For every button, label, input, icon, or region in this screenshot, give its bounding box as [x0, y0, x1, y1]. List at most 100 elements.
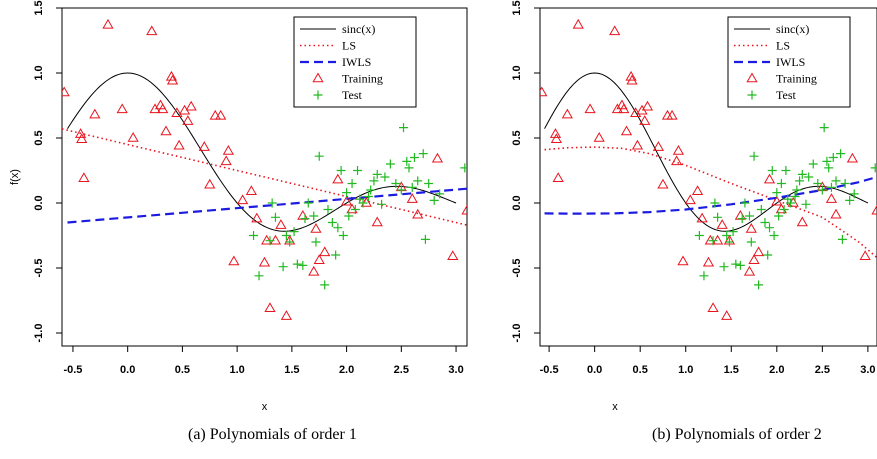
- training-point: [185, 100, 197, 111]
- test-point: [845, 195, 855, 205]
- y-tick-label: 0.5: [511, 130, 523, 145]
- plot-frame: [61, 7, 468, 347]
- legend: sinc(x) LS IWLS Training Test: [293, 16, 417, 108]
- plot-area: [62, 18, 467, 320]
- y-tick-label: 1.5: [33, 0, 45, 15]
- ls-line: [62, 128, 467, 226]
- training-point: [258, 256, 271, 267]
- training-point: [609, 25, 621, 36]
- training-point: [346, 203, 358, 214]
- test-point: [377, 199, 387, 209]
- training-point: [447, 250, 459, 261]
- test-point: [323, 205, 333, 214]
- training-point: [406, 193, 418, 203]
- training-point: [671, 155, 683, 166]
- test-point: [402, 156, 412, 166]
- training-point: [360, 196, 372, 207]
- test-point: [744, 211, 754, 221]
- test-point: [303, 198, 313, 208]
- training-point: [825, 193, 838, 203]
- training-point: [332, 173, 344, 184]
- training-point: [620, 125, 633, 136]
- legend-label: IWLS: [342, 55, 371, 69]
- training-point: [215, 109, 227, 120]
- test-point: [765, 223, 775, 233]
- x-tick-label: 2.0: [339, 364, 354, 376]
- test-point: [797, 169, 807, 179]
- legend-swatch-test: [747, 90, 757, 100]
- training-point: [796, 216, 808, 227]
- test-point: [767, 166, 777, 175]
- test-point: [460, 163, 467, 173]
- test-point: [837, 234, 847, 244]
- training-point: [691, 185, 704, 196]
- test-point: [731, 259, 741, 269]
- plot-area: [540, 18, 877, 320]
- y-tick-label: 1.0: [33, 65, 45, 80]
- test-point: [289, 227, 299, 237]
- training-point: [641, 100, 654, 111]
- test-point: [399, 123, 409, 133]
- test-point: [740, 198, 750, 208]
- training-point: [222, 144, 234, 155]
- test-point: [333, 223, 343, 233]
- y-tick-label: -0.5: [511, 259, 523, 278]
- training-point: [657, 178, 669, 189]
- test-point: [413, 176, 423, 186]
- test-point: [331, 250, 341, 260]
- training-point: [745, 222, 757, 233]
- test-point: [385, 159, 395, 169]
- test-point: [722, 231, 732, 240]
- test-point: [369, 176, 379, 186]
- training-point: [707, 302, 719, 313]
- test-point: [754, 280, 764, 290]
- training-point: [340, 195, 353, 206]
- test-point: [710, 198, 720, 208]
- training-point: [572, 18, 584, 29]
- test-point: [278, 262, 288, 272]
- x-tick-label: 2.5: [394, 364, 409, 376]
- training-point: [313, 254, 325, 264]
- test-point: [292, 259, 302, 269]
- training-point: [102, 18, 114, 29]
- training-point: [552, 172, 564, 183]
- test-point: [819, 123, 829, 133]
- legend-swatch-test: [313, 90, 323, 100]
- training-point: [549, 128, 562, 138]
- training-point: [198, 141, 210, 151]
- legend-label: Training: [342, 72, 383, 86]
- training-point: [160, 125, 172, 136]
- test-point: [772, 188, 782, 198]
- test-point: [792, 185, 802, 195]
- test-point: [347, 179, 357, 188]
- training-point: [157, 103, 169, 114]
- y-tick-label: 0.0: [33, 195, 45, 210]
- training-point: [672, 144, 685, 155]
- training-point: [721, 310, 733, 320]
- test-point: [813, 179, 823, 188]
- x-tick-label: 0.0: [120, 364, 135, 376]
- legend-swatch-training: [312, 72, 324, 83]
- training-point: [626, 74, 638, 85]
- training-point: [116, 103, 128, 114]
- training-point: [261, 234, 273, 245]
- training-point: [166, 74, 179, 85]
- training-point: [89, 108, 101, 119]
- x-tick-label: 0.0: [587, 364, 602, 376]
- test-point: [300, 214, 310, 224]
- test-point: [254, 271, 264, 281]
- training-point: [431, 152, 444, 163]
- test-point: [756, 205, 766, 214]
- test-point: [424, 179, 434, 188]
- test-point: [281, 231, 291, 240]
- x-tick-label: 1.0: [678, 364, 693, 376]
- training-point: [173, 139, 185, 150]
- test-point: [790, 192, 800, 201]
- x-tick-label: 1.0: [229, 364, 244, 376]
- test-point: [314, 151, 324, 161]
- test-point: [719, 262, 729, 272]
- test-point: [350, 205, 360, 214]
- training-point: [625, 70, 637, 81]
- test-point: [338, 231, 348, 240]
